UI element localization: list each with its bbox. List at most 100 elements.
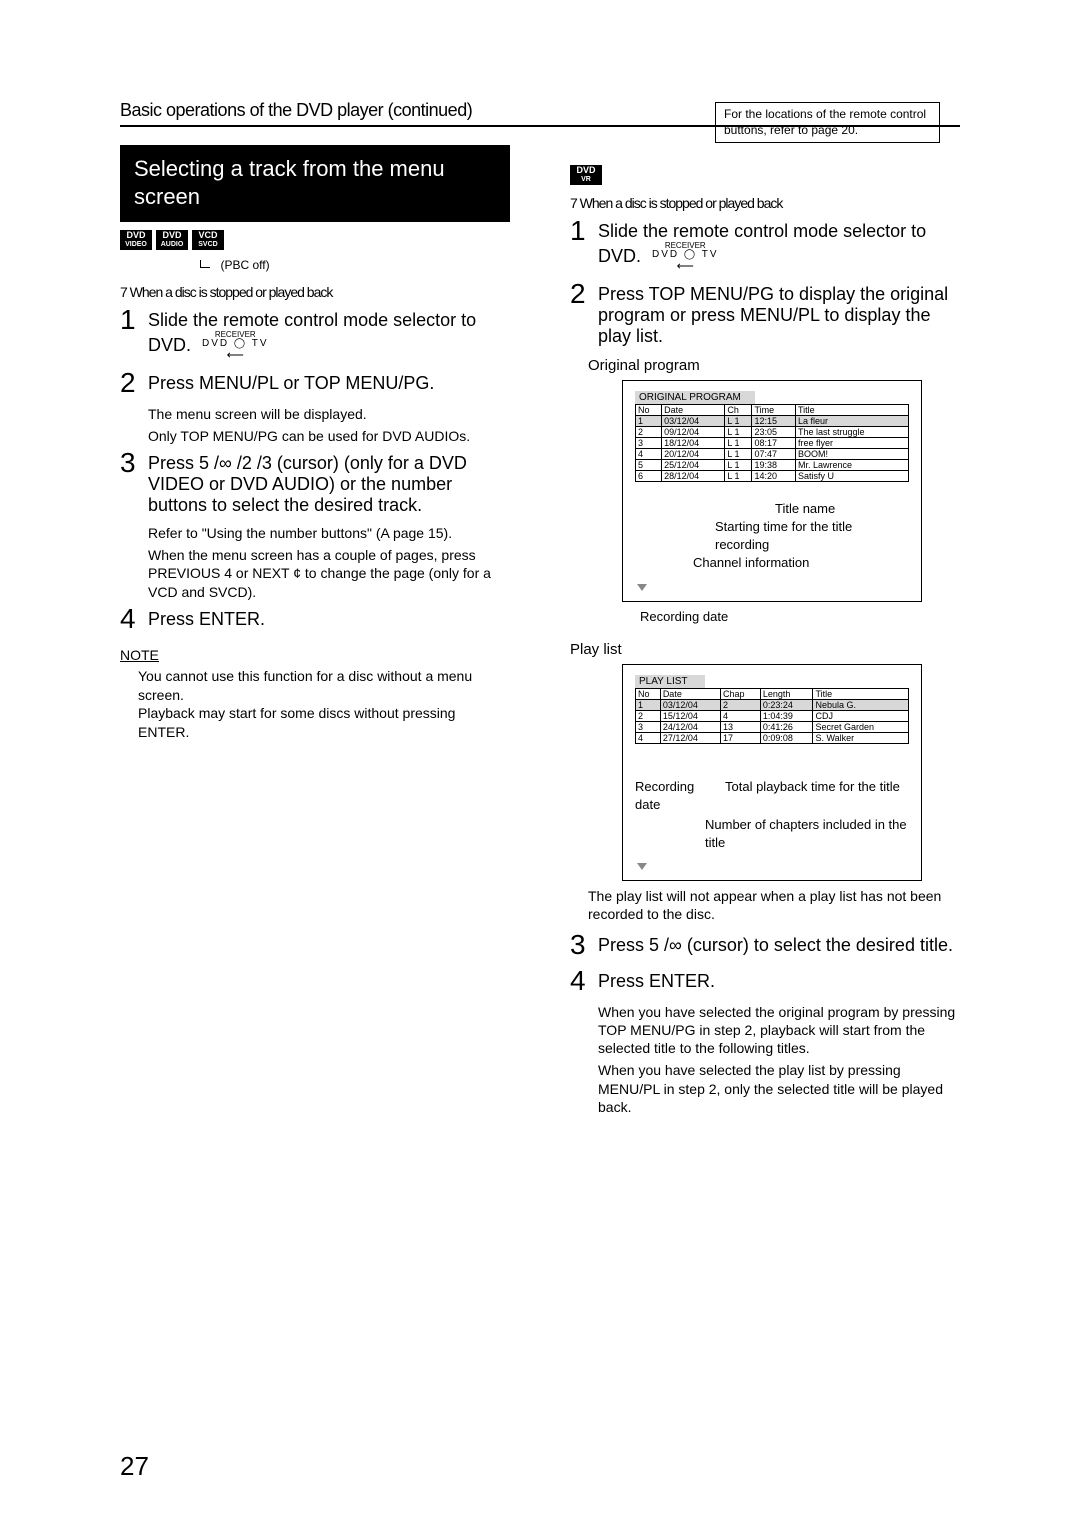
- original-program-caption: Original program: [588, 357, 960, 374]
- left-step-4: 4 Press ENTER.: [120, 605, 510, 633]
- left-step-3: 3 Press 5 /∞ /2 /3 (cursor) (only for a …: [120, 449, 510, 516]
- badge-line1: DVD: [576, 165, 595, 175]
- step-body: Slide the remote control mode selector t…: [598, 217, 960, 272]
- table-row: 427/12/04170:09:08S. Walker: [636, 733, 909, 744]
- play-list-caption: Play list: [570, 641, 960, 658]
- legend-channel: Channel information: [635, 554, 909, 572]
- cell: 13: [721, 722, 761, 733]
- col-time: Time: [752, 404, 795, 415]
- badge-line1: DVD: [162, 230, 181, 240]
- left-step-2-note-2: Only TOP MENU/PG can be used for DVD AUD…: [148, 427, 510, 445]
- left-column: Selecting a track from the menu screen D…: [120, 145, 510, 742]
- cell: 2: [636, 426, 662, 437]
- cell: 4: [721, 711, 761, 722]
- note-heading: NOTE: [120, 647, 510, 663]
- orig-legend: Title name Starting time for the title r…: [635, 500, 909, 572]
- table-row: 324/12/04130:41:26Secret Garden: [636, 722, 909, 733]
- badge-line1: DVD: [126, 230, 145, 240]
- step-body: Press TOP MENU/PG to display the origina…: [598, 280, 960, 347]
- col-chap: Chap: [721, 689, 761, 700]
- right-condition: 7 When a disc is stopped or played back: [570, 195, 960, 211]
- receiver-right: TV: [702, 249, 719, 260]
- cell: 08:17: [752, 437, 795, 448]
- cell: 0:09:08: [760, 733, 813, 744]
- table-row: 209/12/04L 123:05The last struggle: [636, 426, 909, 437]
- badge-line2: VIDEO: [124, 241, 148, 249]
- cell: 1: [636, 700, 661, 711]
- left-step-1: 1 Slide the remote control mode selector…: [120, 306, 510, 361]
- scroll-down-icon: [637, 863, 647, 870]
- cell: Satisfy U: [795, 470, 908, 481]
- table-row: 525/12/04L 119:38Mr. Lawrence: [636, 459, 909, 470]
- pbc-off-text: (PBC off): [220, 258, 269, 272]
- badge-row-right: DVD VR: [570, 165, 960, 185]
- cell: 0:41:26: [760, 722, 813, 733]
- play-list-note: The play list will not appear when a pla…: [588, 887, 960, 923]
- receiver-selector-icon: RECEIVER DVD ◯ TV ⟵: [652, 242, 718, 272]
- cell: Secret Garden: [813, 722, 909, 733]
- right-column: DVD VR 7 When a disc is stopped or playe…: [570, 145, 960, 1120]
- cell: L 1: [725, 459, 752, 470]
- left-step-2-note-1: The menu screen will be displayed.: [148, 405, 510, 423]
- badge-vcd-svcd: VCD SVCD: [192, 230, 224, 250]
- step-body: Press ENTER.: [148, 605, 510, 633]
- table-header-row: No Date Ch Time Title: [636, 404, 909, 415]
- step-number: 2: [570, 280, 598, 347]
- play-list-table: No Date Chap Length Title 103/12/0420:23…: [635, 688, 909, 744]
- table-header-row: No Date Chap Length Title: [636, 689, 909, 700]
- col-title: Title: [795, 404, 908, 415]
- top-note-text: For the locations of the remote control …: [724, 107, 926, 137]
- screen-title: ORIGINAL PROGRAM: [635, 391, 755, 404]
- page-header: Basic operations of the DVD player (cont…: [120, 100, 472, 121]
- cell: L 1: [725, 426, 752, 437]
- cell: 6: [636, 470, 662, 481]
- table-row: 628/12/04L 114:20Satisfy U: [636, 470, 909, 481]
- cell: 28/12/04: [662, 470, 725, 481]
- cell: L 1: [725, 448, 752, 459]
- cell: BOOM!: [795, 448, 908, 459]
- table-row: 215/12/0441:04:39CDJ: [636, 711, 909, 722]
- col-ch: Ch: [725, 404, 752, 415]
- cell: 4: [636, 448, 662, 459]
- cell: 17: [721, 733, 761, 744]
- cell: Nebula G.: [813, 700, 909, 711]
- badge-line2: SVCD: [196, 241, 220, 249]
- legend-rec-date: Recording date: [635, 778, 705, 813]
- cell: 4: [636, 733, 661, 744]
- receiver-right: TV: [252, 338, 269, 349]
- cell: 5: [636, 459, 662, 470]
- cell: 3: [636, 437, 662, 448]
- table-row: 318/12/04L 108:17free flyer: [636, 437, 909, 448]
- badge-dvd-audio: DVD AUDIO: [156, 230, 188, 250]
- step-number: 1: [570, 217, 598, 272]
- cell: CDJ: [813, 711, 909, 722]
- right-step-4: 4 Press ENTER.: [570, 967, 960, 995]
- right-step-3: 3 Press 5 /∞ (cursor) to select the desi…: [570, 931, 960, 959]
- cell: 27/12/04: [660, 733, 720, 744]
- cell: La fleur: [795, 415, 908, 426]
- col-date: Date: [660, 689, 720, 700]
- cell: 18/12/04: [662, 437, 725, 448]
- receiver-selector-icon: RECEIVER DVD ◯ TV ⟵: [202, 331, 268, 361]
- top-note-box: For the locations of the remote control …: [715, 102, 940, 143]
- cell: 24/12/04: [660, 722, 720, 733]
- original-program-table: No Date Ch Time Title 103/12/04L 112:15L…: [635, 404, 909, 482]
- badge-dvd-vr: DVD VR: [570, 165, 602, 185]
- step-text: Slide the remote control mode selector t…: [598, 221, 926, 266]
- badge-line2: VR: [574, 176, 598, 184]
- col-date: Date: [662, 404, 725, 415]
- cell: 07:47: [752, 448, 795, 459]
- legend-rec-date: Recording date: [640, 608, 960, 626]
- left-step-3-note-2: When the menu screen has a couple of pag…: [148, 546, 510, 601]
- cell: L 1: [725, 415, 752, 426]
- cell: S. Walker: [813, 733, 909, 744]
- arrow-left-icon: ⟵: [677, 259, 694, 273]
- legend-total-time: Total playback time for the title: [725, 778, 909, 813]
- section-heading-text: Selecting a track from the menu screen: [134, 156, 445, 209]
- step-number: 3: [570, 931, 598, 959]
- step-body: Press ENTER.: [598, 967, 960, 995]
- legend-title-name: Title name: [635, 500, 909, 518]
- cell: 3: [636, 722, 661, 733]
- pbc-l-bracket: [200, 260, 210, 268]
- cell: 14:20: [752, 470, 795, 481]
